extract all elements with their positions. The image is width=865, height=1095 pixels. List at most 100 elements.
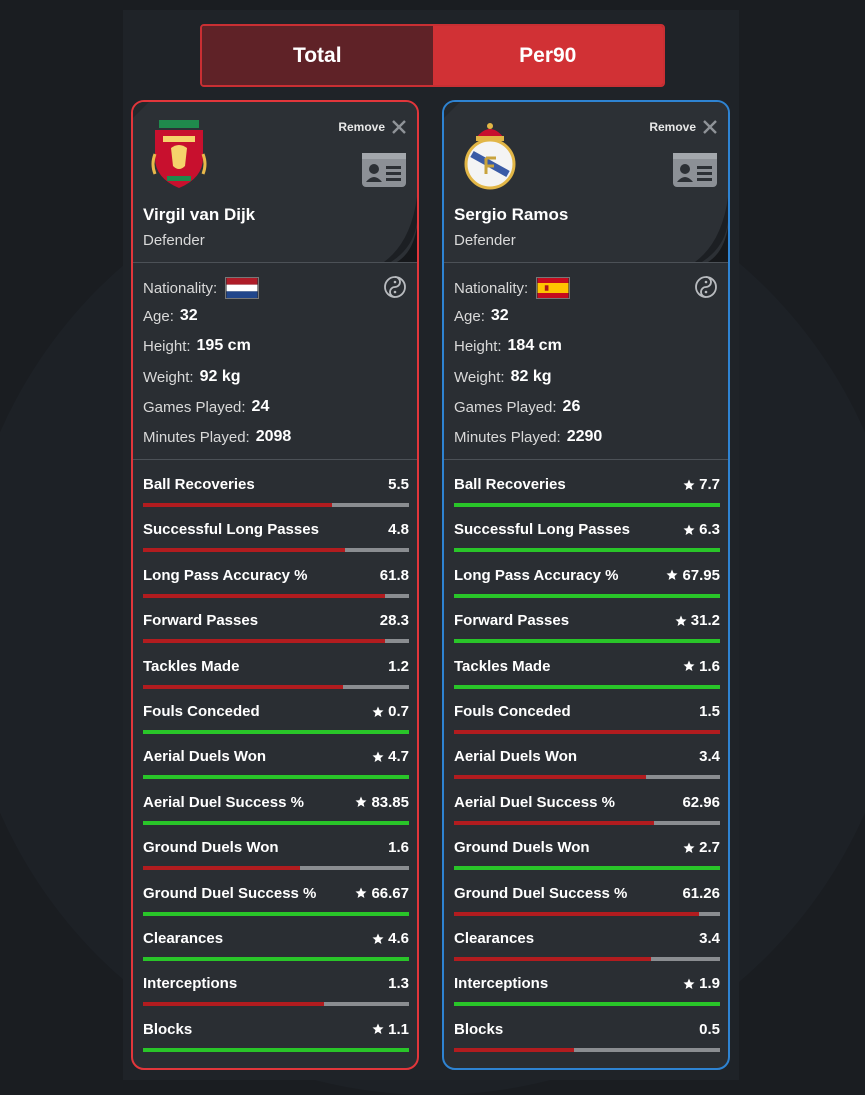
height-label: Height:: [454, 337, 502, 355]
stat-row: Successful Long Passes 4.8: [143, 512, 409, 553]
stat-bar-fill: [143, 866, 300, 871]
stat-row: Fouls Conceded 1.5: [454, 694, 720, 734]
stat-bar-track: [454, 775, 720, 780]
player-name: Virgil van Dijk: [143, 205, 256, 224]
stat-row: Long Pass Accuracy % 61.8: [143, 558, 409, 598]
stat-value: 67.95: [666, 567, 720, 584]
stat-label: Blocks: [454, 1020, 504, 1038]
player-profile-icon[interactable]: [672, 152, 718, 188]
stat-value: 0.7: [372, 703, 409, 720]
stat-value-text: 0.7: [388, 703, 409, 720]
stat-label: Tackles Made: [454, 657, 551, 675]
stat-bar-track: [143, 1047, 409, 1052]
stat-bar-fill: [143, 957, 409, 961]
stat-bar-track: [454, 684, 720, 689]
minutes-played-value: 2098: [255, 428, 292, 445]
star-icon: [355, 796, 367, 808]
age-label: Age:: [454, 307, 485, 325]
player-position: Defender: [454, 232, 516, 249]
stat-value: 0.5: [699, 1021, 720, 1038]
total-button[interactable]: Total: [202, 26, 433, 85]
stat-bar-track: [143, 820, 409, 825]
stat-bar-track: [454, 503, 720, 507]
player-info: Nationality: Age: 32 Height: 195 cm Weig…: [133, 262, 417, 460]
games-played-value: 26: [562, 398, 581, 415]
stat-row: Forward Passes 31.2: [454, 603, 720, 644]
stat-value: 83.85: [355, 794, 409, 811]
stat-bar-fill: [143, 639, 386, 644]
stat-row: Ball Recoveries 5.5: [143, 467, 409, 507]
stat-bar-track: [454, 593, 720, 598]
games-played-row: Games Played: 26: [454, 398, 580, 416]
stat-label: Clearances: [143, 930, 224, 947]
close-icon: [392, 120, 406, 134]
stat-value: 66.67: [355, 885, 409, 902]
liverpool-crest-icon: [151, 120, 207, 188]
stat-bar-fill: [143, 593, 386, 598]
stat-value: 61.8: [380, 567, 409, 584]
spain-flag-icon: [536, 277, 571, 299]
stat-label: Ball Recoveries: [143, 476, 255, 493]
stat-value: 3.4: [699, 748, 720, 765]
stat-bar-track: [454, 911, 720, 916]
stat-value: 1.6: [683, 658, 720, 675]
age-value: 32: [179, 307, 198, 324]
stat-value: 2.7: [683, 839, 720, 856]
stat-bar-track: [143, 866, 409, 871]
weight-row: Weight: 92 kg: [143, 368, 241, 386]
stat-label: Forward Passes: [143, 612, 259, 630]
stat-value: 1.5: [699, 703, 720, 720]
minutes-played-value: 2290: [566, 428, 603, 445]
star-icon: [683, 842, 695, 853]
yin-yang-icon[interactable]: [694, 275, 718, 299]
weight-label: Weight:: [454, 368, 505, 386]
remove-player-button[interactable]: Remove: [649, 119, 718, 135]
per90-button[interactable]: Per90: [432, 26, 663, 85]
remove-label: Remove: [338, 120, 385, 134]
player-card-2: Remove Sergio Ramos Defender Nationality…: [442, 100, 730, 1070]
remove-player-button[interactable]: Remove: [338, 119, 407, 135]
yin-yang-icon[interactable]: [383, 275, 407, 299]
stat-bar-fill: [454, 820, 654, 825]
minutes-played-row: Minutes Played: 2098: [143, 428, 291, 446]
stat-bar-fill: [454, 639, 720, 644]
stat-bar-fill: [454, 1047, 574, 1052]
player-position: Defender: [143, 232, 205, 249]
stat-value: 7.7: [683, 476, 720, 493]
stat-bar-track: [454, 1047, 720, 1052]
player-profile-icon[interactable]: [361, 152, 407, 188]
stat-bar-track: [454, 730, 720, 734]
stat-value-text: 1.9: [699, 975, 720, 993]
stat-value-text: 61.26: [682, 884, 720, 902]
stat-label: Blocks: [143, 1020, 193, 1038]
stat-row: Successful Long Passes 6.3: [454, 512, 720, 553]
nationality-label: Nationality:: [143, 279, 218, 297]
stat-label: Ground Duel Success %: [454, 884, 628, 902]
stat-bar-fill: [454, 503, 720, 507]
stat-value-text: 0.5: [699, 1020, 720, 1038]
stat-bar-fill: [454, 866, 720, 871]
stat-label: Clearances: [454, 930, 535, 947]
stat-bar-fill: [454, 775, 646, 780]
player-card-header: Remove Sergio Ramos Defender: [444, 102, 728, 262]
stat-bar-track: [143, 593, 409, 598]
stat-bar-track: [454, 639, 720, 644]
stat-value-text: 4.8: [388, 521, 409, 539]
height-label: Height:: [143, 337, 191, 355]
stat-mode-toggle: Total Per90: [200, 24, 665, 87]
stat-value: 6.3: [683, 521, 720, 538]
stat-value-text: 28.3: [379, 612, 409, 630]
star-icon: [372, 751, 384, 762]
stat-value: 4.7: [372, 748, 409, 765]
player-name: Sergio Ramos: [454, 205, 569, 224]
stat-value: 31.2: [675, 612, 720, 629]
games-played-label: Games Played:: [454, 398, 557, 416]
stat-value: 28.3: [380, 612, 409, 629]
stat-label: Interceptions: [454, 975, 549, 993]
games-played-row: Games Played: 24: [143, 398, 269, 416]
stat-row: Forward Passes 28.3: [143, 603, 409, 644]
stat-bar-fill: [143, 1047, 409, 1052]
player-card-1: Remove Virgil van Dijk Defender National…: [131, 100, 419, 1070]
age-row: Age: 32: [454, 307, 509, 325]
stat-row: Ground Duels Won 1.6: [143, 830, 409, 871]
